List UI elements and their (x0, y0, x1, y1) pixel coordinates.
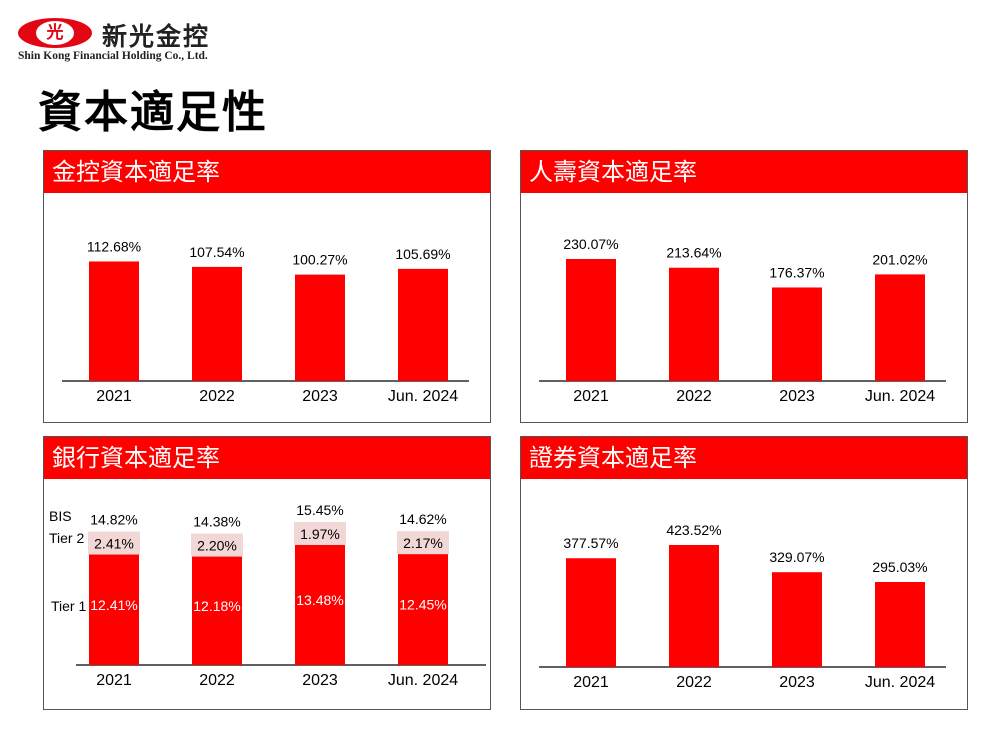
data-label: 295.03% (872, 559, 927, 575)
x-tick-label: 2023 (302, 672, 338, 689)
logo-mark-icon: 光 (18, 18, 92, 48)
chart-bank-car: BIS Tier 2 Tier 1 2.41% 14.82% 12.41% 2021 2.20… (49, 502, 486, 689)
data-label: 176.37% (769, 264, 824, 280)
panel-title: 證券資本適足率 (521, 437, 967, 479)
data-label: 105.69% (395, 246, 450, 262)
data-label: 112.68% (87, 238, 141, 254)
bar (875, 274, 925, 381)
tier2-label: 1.97% (300, 526, 340, 542)
page-title: 資本適足性 (38, 87, 268, 138)
panel-securities-car: 證券資本適足率 377.57% 2021 423.52% 2022 329.07% 202… (520, 436, 968, 710)
tier1-label: 13.48% (296, 592, 343, 608)
bis-label: 14.38% (193, 514, 240, 530)
bar (295, 274, 345, 381)
bar (192, 266, 242, 381)
x-tick-label: Jun. 2024 (388, 388, 458, 405)
data-label: 213.64% (666, 245, 721, 261)
tier2-bar (88, 531, 140, 555)
panel-holding-car: 金控資本適足率 112.68% 2021 107.54% 2022 100.27% 202… (43, 150, 491, 423)
logo-mark-glyph: 光 (36, 21, 74, 45)
bar (875, 582, 925, 667)
tier1-bar (295, 545, 345, 665)
x-tick-label: 2021 (573, 388, 609, 405)
x-tick-label: Jun. 2024 (865, 388, 935, 405)
chart-life-car: 230.07% 2021 213.64% 2022 176.37% 2023 201.02%… (539, 236, 946, 405)
logo-chinese-name: 新光金控 (102, 22, 211, 51)
bis-label: 14.82% (90, 512, 137, 528)
bar (772, 572, 822, 667)
tier2-label: 2.17% (403, 535, 443, 551)
panel-title: 金控資本適足率 (44, 151, 490, 193)
data-label: 423.52% (666, 522, 721, 538)
bar (669, 267, 719, 381)
x-tick-label: 2023 (302, 388, 338, 405)
tier1-bar (192, 556, 242, 665)
x-tick-label: 2021 (96, 388, 132, 405)
bar (398, 268, 448, 381)
data-label: 100.27% (292, 252, 347, 268)
x-tick-label: 2022 (676, 388, 712, 405)
data-label: 107.54% (189, 244, 244, 260)
tier1-label: 12.18% (193, 598, 240, 614)
x-tick-label: 2023 (779, 674, 815, 691)
data-label: 201.02% (872, 251, 927, 267)
x-tick-label: 2021 (573, 674, 609, 691)
logo-english-name: Shin Kong Financial Holding Co., Ltd. (18, 50, 208, 62)
tier2-bar (191, 533, 243, 557)
tier1-label: 12.45% (399, 597, 446, 613)
row-label-bis: BIS (49, 508, 72, 524)
x-tick-label: 2022 (199, 388, 235, 405)
tier2-label: 2.20% (197, 538, 237, 554)
row-label-tier1: Tier 1 (51, 598, 86, 614)
tier1-bar (398, 554, 448, 665)
chart-holding-car: 112.68% 2021 107.54% 2022 100.27% 2023 105.69%… (62, 238, 469, 405)
data-label: 329.07% (769, 549, 824, 565)
bar (566, 259, 616, 381)
tier2-bar (294, 522, 346, 545)
x-tick-label: Jun. 2024 (865, 674, 935, 691)
panel-title: 銀行資本適足率 (44, 437, 490, 479)
tier2-bar (397, 531, 449, 555)
tier1-label: 12.41% (90, 597, 137, 613)
x-tick-label: 2021 (96, 672, 132, 689)
bar (566, 558, 616, 667)
panel-bank-car: 銀行資本適足率 BIS Tier 2 Tier 1 2.41% 14.82% 12.41%… (43, 436, 491, 710)
bis-label: 14.62% (399, 511, 446, 527)
data-label: 377.57% (563, 535, 618, 551)
row-label-tier2: Tier 2 (49, 530, 84, 546)
bar (669, 545, 719, 667)
tier1-bar (89, 554, 139, 665)
bar (89, 261, 139, 381)
tier2-label: 2.41% (94, 536, 134, 552)
bis-label: 15.45% (296, 502, 343, 518)
company-logo: 光 新光金控 Shin Kong Financial Holding Co., … (18, 14, 238, 66)
data-label: 230.07% (563, 236, 618, 252)
x-tick-label: Jun. 2024 (388, 672, 458, 689)
x-tick-label: 2022 (676, 674, 712, 691)
x-tick-label: 2022 (199, 672, 235, 689)
chart-securities-car: 377.57% 2021 423.52% 2022 329.07% 2023 295.03%… (539, 522, 946, 691)
bar (772, 287, 822, 381)
x-tick-label: 2023 (779, 388, 815, 405)
panel-title: 人壽資本適足率 (521, 151, 967, 193)
panel-life-car: 人壽資本適足率 230.07% 2021 213.64% 2022 176.37% 202… (520, 150, 968, 423)
